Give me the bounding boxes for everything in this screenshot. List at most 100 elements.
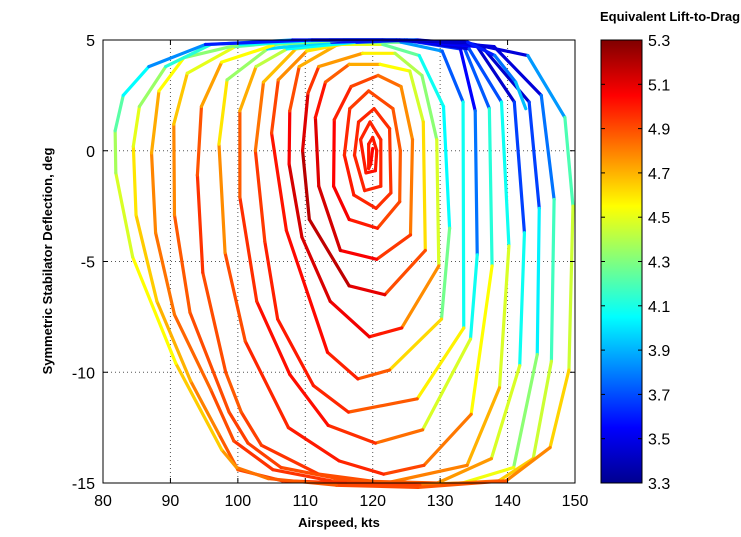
curve-segment <box>535 206 541 357</box>
curve-segment <box>263 239 280 321</box>
curve-segment <box>372 107 392 131</box>
curve-segment <box>363 184 383 193</box>
curve-segment <box>381 463 426 476</box>
curve-segment <box>348 89 371 111</box>
curve-segment <box>246 441 283 470</box>
curve-segment <box>378 62 412 73</box>
curve-segment <box>255 299 292 377</box>
curve-segment <box>393 51 424 78</box>
colorbar-tick-label: 3.3 <box>648 476 670 493</box>
curve-segment <box>526 53 567 120</box>
curve-segment <box>416 479 508 490</box>
curve-segment <box>297 42 340 69</box>
curve-segment <box>113 129 118 175</box>
curve-segment <box>338 248 379 261</box>
curve-segment <box>381 42 421 58</box>
curve-segment <box>223 251 247 343</box>
curve-segment <box>497 244 511 390</box>
x-tick-label: 90 <box>162 493 180 510</box>
curve-segment <box>238 195 259 303</box>
curve-segment <box>441 104 452 230</box>
curve-segment <box>504 445 552 483</box>
curve-segment <box>224 370 243 414</box>
curve-segment <box>195 173 205 275</box>
curve-segment <box>234 465 270 481</box>
curve-segment <box>352 120 361 157</box>
curve-segment <box>514 80 528 111</box>
curve-segment <box>157 56 186 93</box>
curve-segment <box>358 138 368 175</box>
curve-segment <box>440 49 465 104</box>
curve-segment <box>548 368 571 450</box>
curve-segment <box>137 64 168 109</box>
curve-segment <box>465 386 502 467</box>
curve-segment <box>172 71 189 126</box>
curve-segment <box>539 93 556 202</box>
colorbar-tick-label: 5.1 <box>648 77 670 94</box>
grid <box>103 40 575 483</box>
curve-segment <box>518 231 527 368</box>
curve-segment <box>286 426 341 463</box>
curve-segment <box>313 115 321 188</box>
curve-segment <box>306 64 321 95</box>
curve-segment <box>317 184 342 253</box>
curve-segment <box>435 457 493 485</box>
colorbar-tick-label: 3.9 <box>648 343 670 360</box>
curve-segment <box>400 264 441 330</box>
curve-segment <box>493 53 518 84</box>
colorbar-tick-label: 3.5 <box>648 432 670 449</box>
curve-segment <box>332 84 353 122</box>
curve-segment <box>373 149 379 173</box>
x-tick-label: 80 <box>94 493 112 510</box>
curve-segment <box>373 428 425 445</box>
curve-segment <box>347 217 380 230</box>
curve-segment <box>473 109 479 257</box>
y-tick-label: -5 <box>81 255 95 272</box>
curve-segment <box>417 53 446 109</box>
curve-segment <box>352 153 367 193</box>
curve-segment <box>334 483 420 490</box>
curve-segment <box>227 410 250 445</box>
curve-segment <box>174 361 224 452</box>
curve-segment <box>300 91 310 153</box>
x-tick-label: 140 <box>494 493 521 510</box>
curve-segment <box>164 42 213 69</box>
curve-segment <box>288 64 301 113</box>
curve-segment <box>243 339 291 430</box>
curve-segment <box>189 379 221 436</box>
curve-segment <box>497 457 535 483</box>
colorbar-tick-label: 4.7 <box>648 166 670 183</box>
colorbar <box>600 39 643 484</box>
curve-segment <box>367 326 404 339</box>
curve-segment <box>311 383 351 414</box>
y-tick-label: 0 <box>86 144 95 161</box>
curve-segment <box>220 42 278 64</box>
curve-segment <box>253 149 267 244</box>
curve-segment <box>439 226 452 321</box>
curve-segment <box>232 439 275 472</box>
curve-segment <box>375 233 413 261</box>
data-curve <box>113 38 575 490</box>
curve-segment <box>220 448 239 470</box>
curve-segment <box>325 350 360 381</box>
curve-segment <box>369 146 375 166</box>
x-tick-label: 100 <box>225 493 252 510</box>
curve-segment <box>114 171 135 259</box>
curve-segment <box>238 64 258 113</box>
curve-segment <box>567 204 575 372</box>
curve-segment <box>261 47 298 84</box>
curve-segment <box>337 459 386 476</box>
curve-segment <box>462 45 491 111</box>
curve-segment <box>199 60 224 109</box>
curve-segment <box>374 191 393 210</box>
curve-segment <box>364 169 378 175</box>
curve-segment <box>460 465 516 485</box>
curve-segment <box>149 89 161 155</box>
curve-segment <box>492 45 543 97</box>
curve-segment <box>422 412 473 467</box>
curve-segment <box>408 138 415 237</box>
curve-segment <box>269 131 289 233</box>
curve-segment <box>420 73 439 142</box>
curve-segment <box>527 100 541 210</box>
